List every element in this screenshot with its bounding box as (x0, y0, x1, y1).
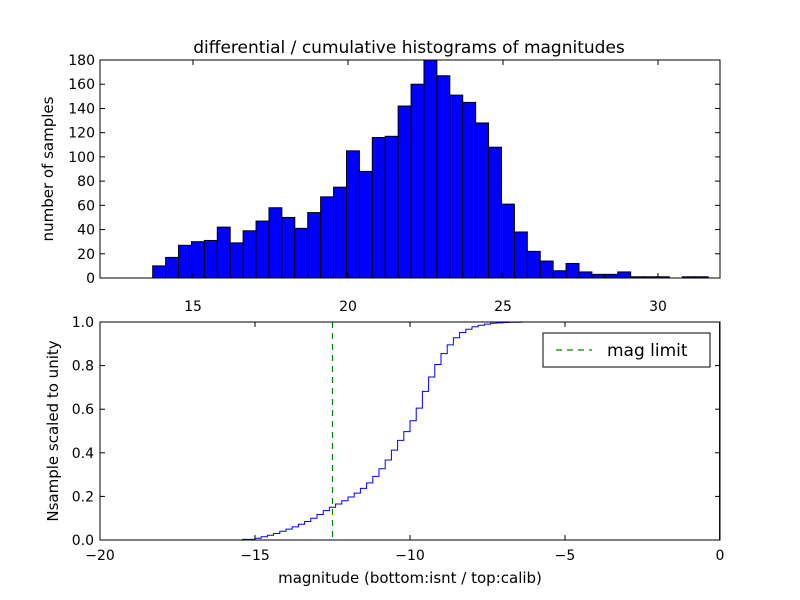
histogram-y-tick-label: 100 (68, 150, 95, 166)
cumulative-y-tick-label: 0.2 (72, 489, 94, 505)
histogram-bar (513, 231, 528, 279)
histogram-bar (190, 241, 205, 279)
cumulative-y-tick-label: 1.0 (72, 315, 94, 331)
histogram-y-tick-label: 180 (68, 53, 95, 69)
histogram-y-tick-label: 140 (68, 101, 95, 117)
histogram-bar (203, 239, 218, 279)
cumulative-x-label: magnitude (bottom:isnt / top:calib) (278, 569, 542, 587)
histogram-bar (565, 262, 580, 279)
histogram-y-tick-label: 160 (68, 77, 95, 93)
histogram-bar (165, 256, 180, 279)
histogram-bar (526, 250, 541, 279)
cumulative-x-tick-label: −5 (555, 548, 576, 564)
histogram-bar (255, 220, 270, 279)
histogram-y-tick-label: 60 (77, 198, 95, 214)
cumulative-y-tick-label: 0.8 (72, 359, 94, 375)
histogram-bar (578, 271, 593, 279)
histogram-x-tick-label: 20 (339, 299, 357, 315)
histogram-bar (462, 101, 477, 279)
cumulative-y-label: Nsample scaled to unity (44, 340, 62, 521)
histogram-y-tick-label: 80 (77, 174, 95, 190)
cumulative-x-tick-label: −15 (240, 548, 270, 564)
histogram-bar (268, 207, 283, 279)
histogram-bar (475, 122, 490, 279)
histogram-y-tick-label: 0 (86, 271, 95, 287)
cumulative-x-tick-label: −20 (85, 548, 115, 564)
histogram-bar (345, 150, 360, 279)
histogram-bar (307, 212, 322, 279)
histogram-x-tick-label: 25 (494, 299, 512, 315)
histogram-panel: differential / cumulative histograms of … (39, 38, 721, 315)
histogram-bar (397, 105, 412, 279)
histogram-bar (552, 270, 567, 279)
histogram-bar (320, 196, 335, 279)
histogram-frame (99, 59, 721, 279)
histogram-bar (500, 203, 515, 279)
histogram-bar (178, 244, 192, 279)
histogram-x-tick-label: 15 (184, 299, 202, 315)
cumulative-panel: 0.0 0.2 0.4 0.6 0.8 1.0 −20 −15 −10 −5 0 magnitude… (44, 315, 724, 587)
cumulative-frame (99, 321, 721, 541)
cumulative-y-tick-label: 0.4 (72, 446, 94, 462)
histogram-bar (294, 227, 309, 279)
histogram-y-label: number of samples (39, 96, 57, 241)
histogram-x-tick-label: 30 (649, 299, 667, 315)
cumulative-y-tick-label: 0.6 (72, 402, 94, 418)
histogram-y-tick-label: 40 (77, 223, 95, 239)
histogram-bar (216, 226, 231, 279)
histogram-bar (384, 135, 399, 279)
cumulative-step-line (100, 321, 720, 541)
histogram-bar (591, 273, 606, 279)
histogram-y-tick-label: 120 (68, 126, 95, 142)
cumulative-x-tick-label: −10 (395, 548, 425, 564)
cumulative-y-tick-label: 0.0 (72, 533, 94, 549)
histogram-bar (333, 186, 347, 279)
histogram-bar (229, 242, 244, 279)
histogram-bar (604, 273, 619, 279)
histogram-bar (410, 83, 425, 279)
chart-title: differential / cumulative histograms of … (193, 38, 625, 58)
histogram-bar (242, 230, 257, 279)
histogram-bar (539, 260, 554, 279)
histogram-bars (152, 59, 709, 279)
histogram-bar (488, 146, 502, 279)
cumulative-plot (100, 321, 720, 541)
histogram-bar (436, 75, 451, 279)
legend-mag-limit-label: mag limit (607, 341, 688, 361)
cumulative-x-tick-label: 0 (716, 548, 725, 564)
histogram-y-tick-label: 20 (77, 247, 95, 263)
histogram-bar (423, 59, 438, 279)
cumulative-axes: 0.0 0.2 0.4 0.6 0.8 1.0 −20 −15 −10 −5 0 (72, 315, 725, 564)
histogram-bar (617, 271, 632, 279)
histogram-bar (152, 265, 167, 279)
histogram-axes: 0 20 40 60 80 100 120 140 160 180 15 20 25 30 (68, 53, 720, 315)
histogram-bar (358, 170, 373, 279)
histogram-bar (371, 137, 386, 279)
histogram-bar (449, 94, 464, 279)
legend: mag limit (542, 332, 711, 368)
histogram-bar (281, 216, 296, 279)
